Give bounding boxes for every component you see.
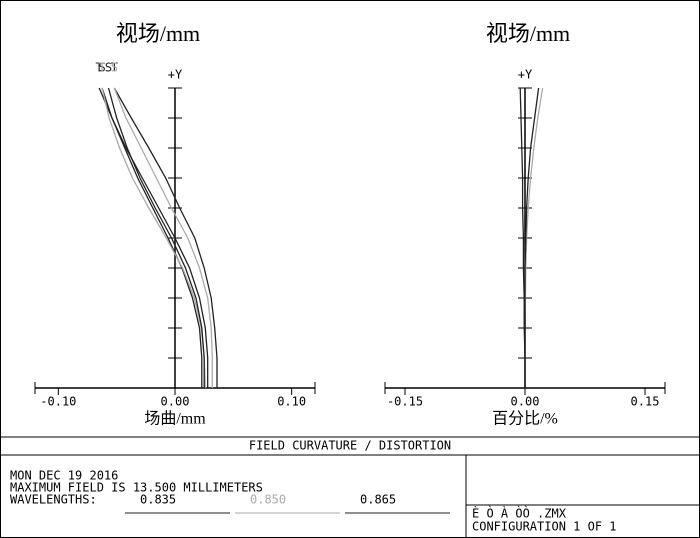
x-tick-label: 0.00 [511, 395, 540, 409]
series-label: S [98, 61, 105, 75]
curve [113, 87, 213, 388]
file-name: È Ò À ÒÒ .ZMX [472, 506, 567, 521]
x-axis-label: 场曲/mm [144, 410, 206, 428]
x-axis-label: 百分比/% [492, 410, 558, 428]
curve [113, 87, 218, 388]
curve [519, 87, 526, 388]
series-label: S [105, 61, 112, 75]
configuration: CONFIGURATION 1 OF 1 [472, 520, 617, 534]
wavelengths-label: WAVELENGTHS: [10, 493, 97, 507]
chart-title: 视场/mm [116, 21, 200, 46]
wavelength: 0.850 [250, 493, 286, 507]
plot-title: FIELD CURVATURE / DISTORTION [249, 439, 451, 453]
y-axis-label: +Y [518, 68, 533, 82]
series-label: T [111, 61, 118, 75]
curve [98, 87, 209, 388]
curve [107, 87, 205, 388]
chart-title: 视场/mm [486, 21, 570, 46]
wavelength: 0.835 [140, 493, 176, 507]
date: MON DEC 19 2016 [10, 469, 118, 483]
field-info: MAXIMUM FIELD IS 13.500 MILLIMETERS [10, 481, 263, 495]
series-label: S [111, 61, 118, 75]
curve [101, 87, 206, 389]
series-label: T [96, 61, 103, 75]
wavelength: 0.865 [360, 493, 396, 507]
y-axis-label: +Y [168, 68, 183, 82]
series-label: T [98, 61, 105, 75]
x-tick-label: -0.15 [387, 395, 423, 409]
x-tick-label: 0.15 [631, 395, 660, 409]
x-tick-label: 0.00 [161, 395, 190, 409]
x-tick-label: -0.10 [40, 395, 76, 409]
x-tick-label: 0.10 [277, 395, 306, 409]
curve [101, 87, 203, 388]
